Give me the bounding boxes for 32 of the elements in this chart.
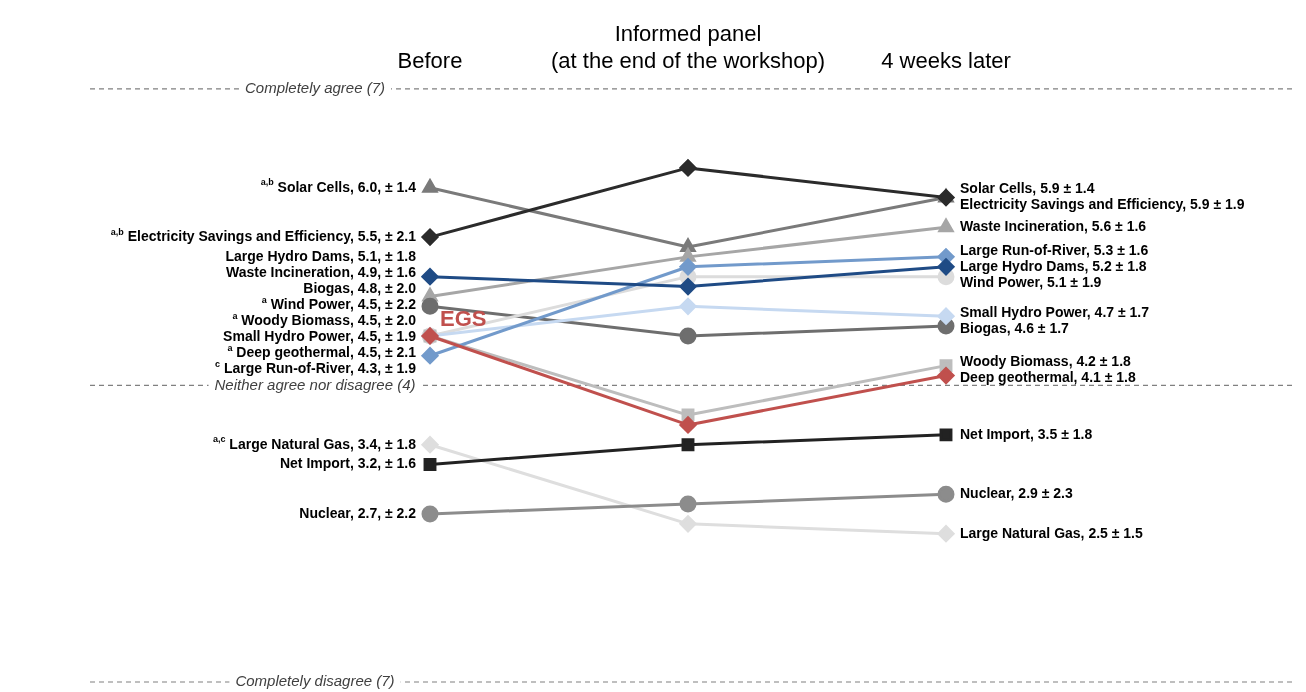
data-label: Solar Cells, 5.9 ± 1.4	[960, 180, 1095, 197]
data-label: Small Hydro Power, 4.7 ± 1.7	[960, 304, 1150, 320]
data-label: Large Run-of-River, 5.3 ± 1.6	[960, 241, 1149, 258]
x-tick-label: Before	[397, 47, 463, 73]
ref-line-label: Neither agree nor disagree (4)	[214, 375, 416, 393]
x-tick-label: 4 weeks later	[881, 47, 1011, 73]
x-tick-label: Informed panel (at the end of the workshop)	[551, 21, 825, 73]
data-label: a,c Large Natural Gas, 3.4, ± 1.8	[212, 434, 417, 452]
data-label: Biogas, 4.6 ± 1.7	[960, 320, 1070, 336]
data-label: Nuclear, 2.7, ± 2.2	[299, 504, 417, 521]
data-label: Large Hydro Dams, 5.1, ± 1.8	[225, 248, 417, 265]
data-label: Net Import, 3.2, ± 1.6	[279, 455, 417, 472]
data-label: Deep geothermal, 4.1 ± 1.8	[960, 369, 1136, 386]
data-label: Waste Incineration, 4.9, ± 1.6	[226, 264, 417, 281]
data-label: Waste Incineration, 5.6 ± 1.6	[960, 218, 1147, 235]
data-label: a Wind Power, 4.5, ± 2.2	[261, 295, 417, 313]
annotation: EGS	[440, 306, 487, 332]
data-label: Large Natural Gas, 2.5 ± 1.5	[960, 524, 1143, 541]
data-label: Large Hydro Dams, 5.2 ± 1.8	[960, 257, 1147, 274]
data-label: a,b Electricity Savings and Efficiency, 5.5, ± 2.1	[110, 226, 417, 244]
data-label: Nuclear, 2.9 ± 2.3	[960, 485, 1073, 502]
data-label: Small Hydro Power, 4.5, ± 1.9	[223, 328, 417, 345]
data-label: Wind Power, 5.1 ± 1.9	[960, 273, 1102, 290]
data-label: Net Import, 3.5 ± 1.8	[960, 425, 1093, 442]
data-label: a Woody Biomass, 4.5, ± 2.0	[232, 311, 417, 329]
data-label: a Deep geothermal, 4.5, ± 2.1	[227, 343, 417, 361]
data-label: Woody Biomass, 4.2 ± 1.8	[960, 353, 1132, 370]
data-label: Electricity Savings and Efficiency, 5.9 ± 1.9	[960, 196, 1245, 213]
data-label: Biogas, 4.8, ± 2.0	[303, 280, 417, 297]
data-label: a,b Solar Cells, 6.0, ± 1.4	[260, 177, 417, 195]
ref-line-label: Completely agree (7)	[244, 78, 386, 96]
ref-line-label: Completely disagree (7)	[235, 672, 395, 690]
